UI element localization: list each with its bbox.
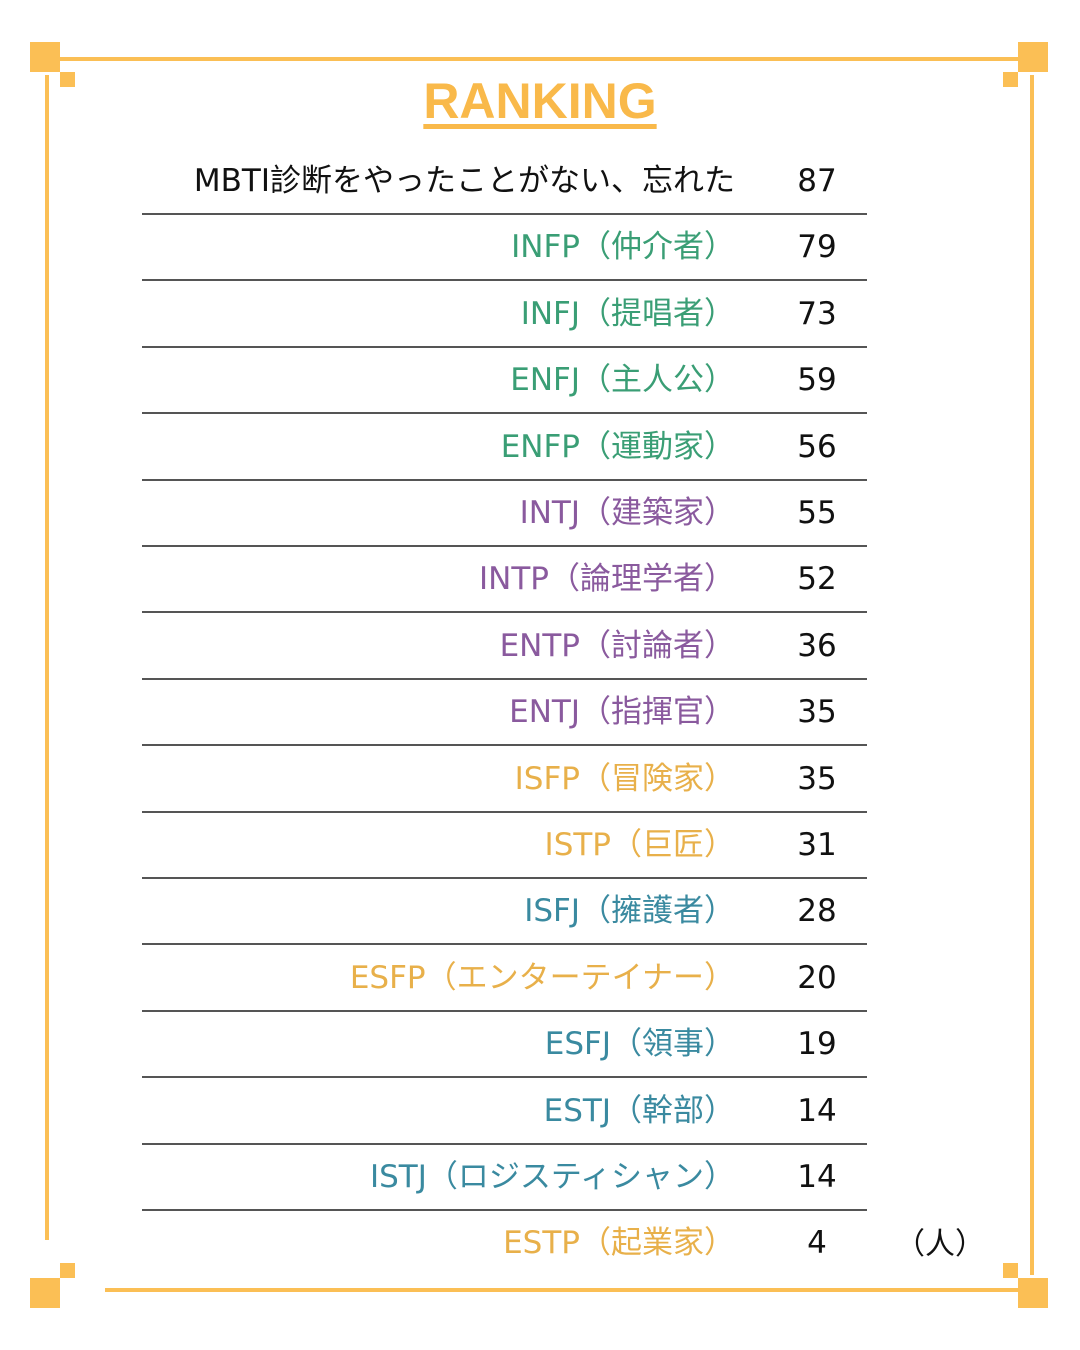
row-value: 31 <box>797 827 837 863</box>
frame-top <box>60 57 1020 61</box>
corner <box>60 72 75 87</box>
row-divider <box>142 877 867 879</box>
title-text: RANKING <box>423 73 657 129</box>
row-label: ESFP（エンターテイナー） <box>349 959 735 996</box>
row-value: 35 <box>797 694 837 731</box>
row-label: ENTP（討論者） <box>499 627 735 664</box>
row-value: 79 <box>797 229 837 266</box>
row-value: 59 <box>797 362 837 399</box>
row-divider <box>142 412 867 415</box>
row-value: 87 <box>797 163 837 199</box>
row-value: 14 <box>797 1092 837 1129</box>
row-divider <box>142 279 867 282</box>
row-label: ISTJ（ロジスティシャン） <box>369 1159 735 1195</box>
row-value: 35 <box>797 760 837 797</box>
row-label: INFP（仲介者） <box>511 229 735 266</box>
corner <box>1003 72 1018 87</box>
row-label: INTP（論理学者） <box>479 561 735 598</box>
corner <box>1018 1278 1048 1308</box>
row-divider <box>142 213 867 215</box>
row-divider <box>142 1009 867 1012</box>
row-label: INFJ（提唱者） <box>520 295 735 332</box>
row-label: ENFP（運動家） <box>500 428 735 465</box>
row-label: ESFJ（領事） <box>544 1026 735 1063</box>
row-divider <box>142 1209 867 1211</box>
row-value: 36 <box>797 627 837 664</box>
row-value: 28 <box>797 893 837 930</box>
row-value: 73 <box>797 295 837 332</box>
row-label: ISFP（冒険家） <box>514 760 735 797</box>
row-label: ISTP（巨匠） <box>544 827 735 863</box>
frame-left <box>45 75 49 1240</box>
corner <box>30 42 60 72</box>
row-label: MBTI診断をやったことがない、忘れた <box>193 163 735 199</box>
corner <box>60 1263 75 1278</box>
row-divider <box>142 1076 867 1079</box>
row-value: 14 <box>797 1159 837 1195</box>
row-divider <box>142 478 867 481</box>
row-value: 4 <box>807 1225 827 1262</box>
frame-bottom <box>105 1288 1020 1292</box>
corner <box>30 1278 60 1308</box>
row-label: ESTJ（幹部） <box>543 1092 735 1129</box>
frame-right <box>1030 75 1034 1275</box>
row-label: ENTJ（指揮官） <box>509 694 735 731</box>
row-value: 56 <box>797 428 837 465</box>
row-label: ESTP（起業家） <box>503 1225 735 1262</box>
row-divider <box>142 345 867 348</box>
row-value: 52 <box>797 561 837 598</box>
row-value: 20 <box>797 959 837 996</box>
row-label: ENFJ（主人公） <box>510 362 735 399</box>
row-label: INTJ（建築家） <box>519 495 735 531</box>
unit: （人） <box>895 1227 985 1262</box>
corner <box>1003 1263 1018 1278</box>
row-divider <box>142 810 867 813</box>
row-divider <box>142 943 867 946</box>
row-value: 55 <box>797 495 837 531</box>
row-divider <box>142 744 867 747</box>
row-value: 19 <box>797 1026 837 1063</box>
corner <box>1018 42 1048 72</box>
row-divider <box>142 545 867 547</box>
row-divider <box>142 677 867 680</box>
title: RANKING <box>0 72 1080 130</box>
row-divider <box>142 611 867 614</box>
row-label: ISFJ（擁護者） <box>524 893 735 930</box>
row-divider <box>142 1142 867 1145</box>
